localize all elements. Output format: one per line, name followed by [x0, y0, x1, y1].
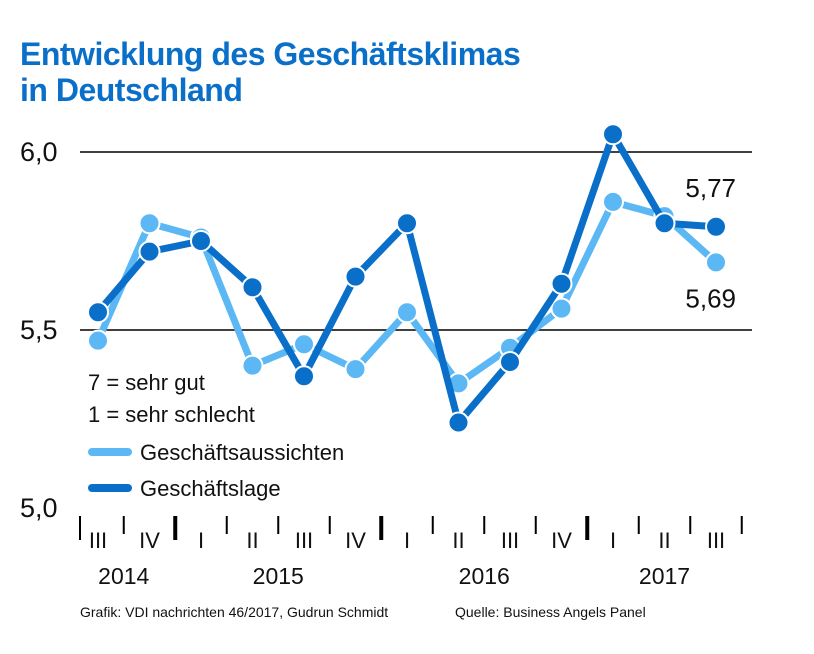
- legend-note: 7 = sehr gut: [88, 370, 205, 395]
- data-point: [499, 351, 521, 374]
- end-label: 5,77: [685, 173, 736, 203]
- x-tick-label: II: [658, 528, 670, 553]
- y-tick-label: 5,5: [20, 315, 58, 345]
- x-tick-label: I: [404, 528, 410, 553]
- x-tick-label: I: [198, 528, 204, 553]
- data-point: [447, 411, 470, 434]
- year-label: 2015: [253, 563, 304, 589]
- data-point: [344, 265, 367, 288]
- data-point: [138, 212, 161, 235]
- data-point: [241, 354, 264, 377]
- x-tick-label: II: [452, 528, 464, 553]
- data-point: [293, 333, 315, 356]
- y-tick-label: 6,0: [20, 137, 58, 167]
- chart-title: Entwicklung des Geschäftsklimas in Deuts…: [20, 36, 521, 108]
- x-tick-label: II: [246, 528, 258, 553]
- x-tick-label: I: [610, 528, 616, 553]
- data-point: [396, 212, 418, 235]
- title-line-2: in Deutschland: [20, 72, 243, 108]
- legend-label: Geschäftsaussichten: [140, 440, 344, 465]
- data-point: [602, 123, 624, 146]
- data-point: [550, 272, 573, 295]
- x-tick-label: IV: [139, 528, 160, 553]
- data-point: [344, 358, 367, 381]
- y-tick-label: 5,0: [20, 493, 58, 523]
- data-point: [138, 240, 161, 263]
- data-point: [550, 297, 573, 320]
- data-point: [87, 301, 109, 324]
- x-tick-label: IV: [345, 528, 366, 553]
- legend-label: Geschäftslage: [140, 476, 281, 501]
- data-point: [705, 251, 727, 274]
- x-tick-label: III: [295, 528, 313, 553]
- data-point: [241, 276, 264, 299]
- credit-text: Grafik: VDI nachrichten 46/2017, Gudrun …: [80, 604, 389, 620]
- title-line-1: Entwicklung des Geschäftsklimas: [20, 36, 521, 72]
- x-tick-label: III: [707, 528, 725, 553]
- x-tick-label: III: [501, 528, 519, 553]
- legend-note: 1 = sehr schlecht: [88, 402, 255, 427]
- data-point: [602, 190, 624, 213]
- year-label: 2014: [98, 563, 149, 589]
- data-point: [396, 301, 418, 324]
- data-point: [293, 365, 315, 388]
- year-label: 2016: [459, 563, 510, 589]
- data-point: [87, 329, 109, 352]
- x-tick-label: III: [89, 528, 107, 553]
- data-point: [705, 215, 727, 238]
- data-point: [190, 230, 212, 252]
- year-label: 2017: [639, 563, 690, 589]
- data-point: [653, 212, 676, 235]
- end-label: 5,69: [685, 283, 736, 313]
- x-tick-label: IV: [551, 528, 572, 553]
- source-text: Quelle: Business Angels Panel: [455, 604, 646, 620]
